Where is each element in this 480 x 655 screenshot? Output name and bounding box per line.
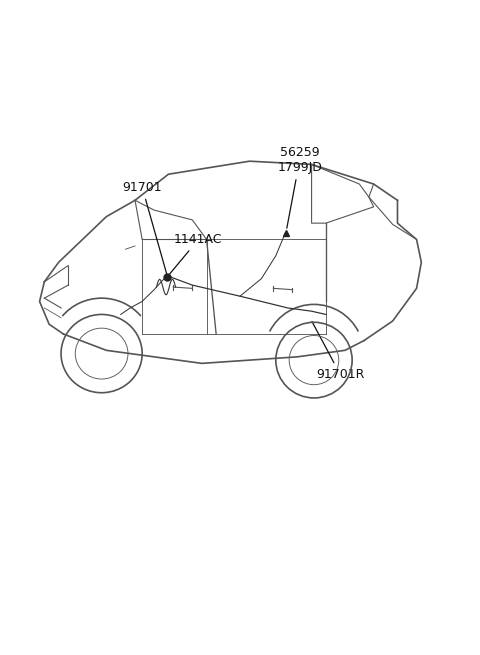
Text: 91701: 91701	[122, 181, 167, 274]
Text: 91701R: 91701R	[312, 322, 364, 381]
Text: 56259
1799JD: 56259 1799JD	[277, 146, 322, 228]
Text: 1141AC: 1141AC	[169, 233, 223, 274]
